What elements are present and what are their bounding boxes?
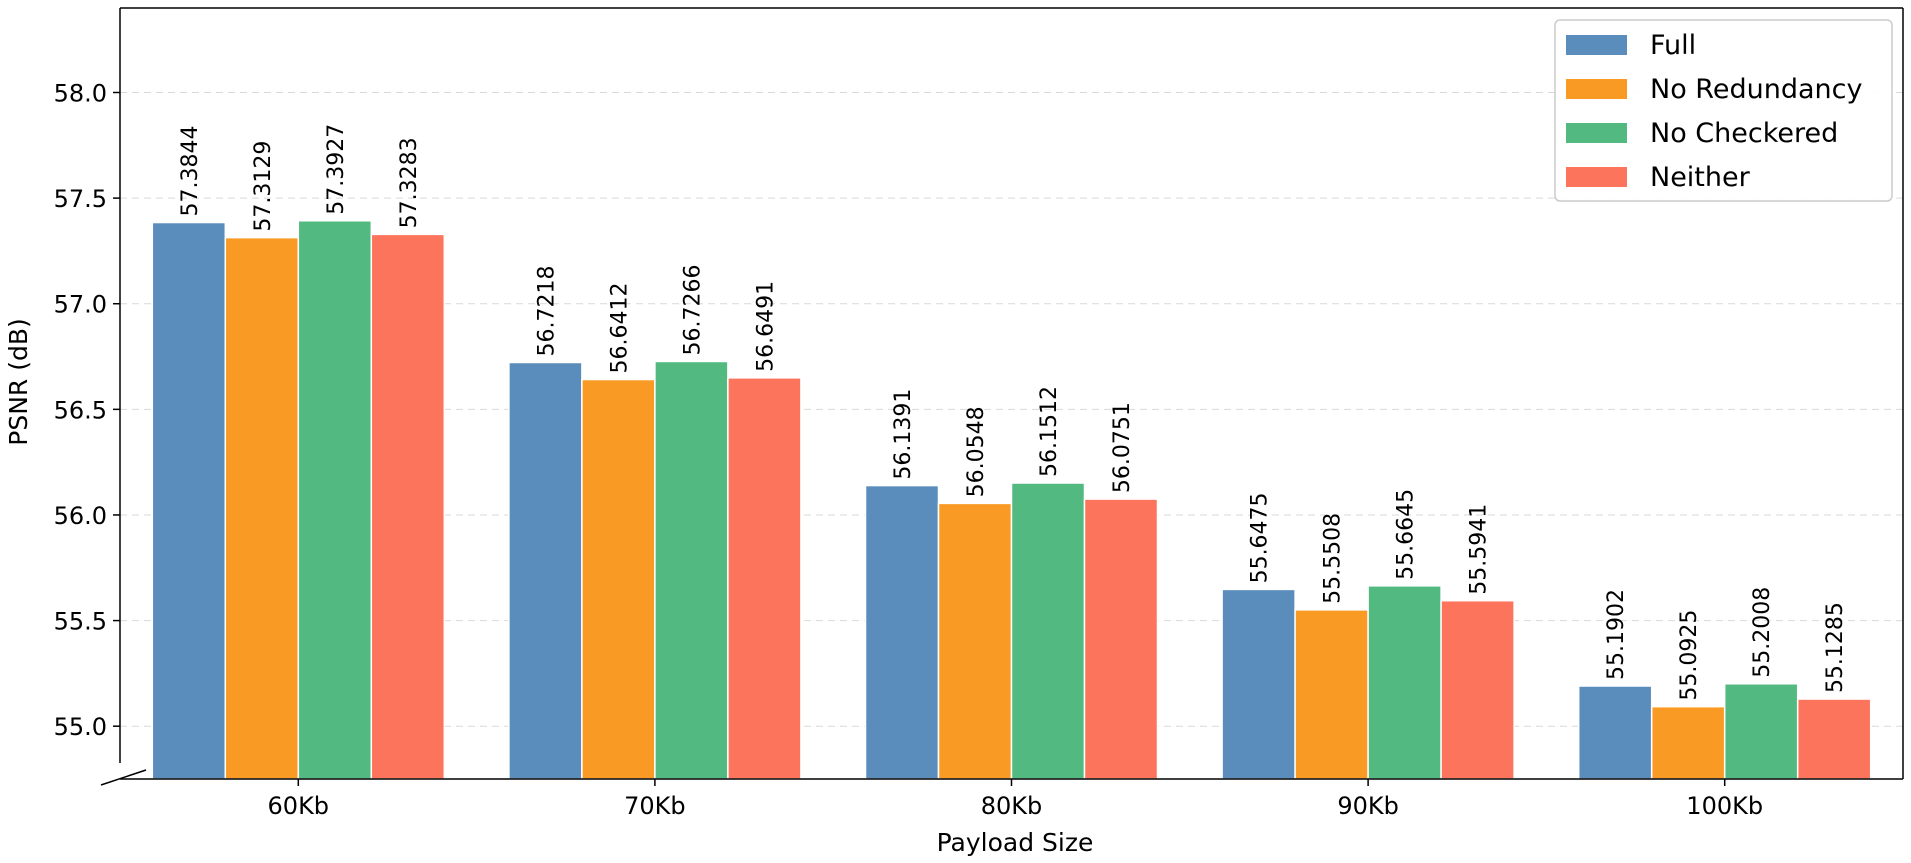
bar [1723, 683, 1799, 780]
legend-box [1554, 19, 1893, 202]
bar [1440, 599, 1515, 780]
legend-swatch [1566, 167, 1627, 187]
bar-value-label: 55.1285 [1823, 602, 1848, 693]
bar-value-label: 55.1902 [1604, 589, 1629, 680]
bar-value-label: 57.3844 [178, 126, 203, 217]
bar [151, 221, 227, 780]
bar-value-label: 56.7218 [534, 266, 559, 357]
legend-swatch [1566, 35, 1627, 55]
bar-value-label: 56.6412 [607, 283, 632, 374]
legend-label: Neither [1650, 162, 1751, 193]
x-axis-title: Payload Size [937, 828, 1094, 857]
bar-value-label: 56.6491 [753, 281, 778, 372]
bar [1221, 588, 1296, 780]
y-tick-label: 55.0 [54, 713, 107, 741]
y-tick-label: 57.5 [54, 185, 107, 213]
y-axis-title: PSNR (dB) [4, 318, 33, 446]
y-tick-label: 56.5 [54, 396, 107, 424]
bar [1650, 705, 1726, 780]
bar [1294, 609, 1369, 780]
bar-value-label: 56.0751 [1110, 402, 1135, 493]
x-tick-label: 60Kb [268, 792, 330, 820]
legend-label: No Redundancy [1650, 74, 1862, 105]
bar-value-label: 55.6645 [1394, 489, 1419, 580]
bar-value-label: 56.7266 [680, 264, 705, 355]
data-labels: 57.3844 57.3129 57.3927 57.3283 56.7218 56.64… [178, 124, 1848, 701]
axis-break-mark [100, 769, 147, 786]
y-tick-label: 57.0 [54, 291, 107, 319]
bar [1010, 482, 1086, 780]
bar [508, 361, 583, 780]
x-tick-label: 100Kb [1686, 792, 1763, 820]
bar-value-label: 57.3927 [324, 124, 349, 215]
bar [1577, 685, 1653, 780]
bar-value-label: 55.5941 [1467, 504, 1492, 595]
bar-value-label: 56.0548 [964, 406, 989, 497]
bar [864, 484, 940, 780]
bar [1367, 585, 1442, 780]
bar-value-label: 56.1391 [891, 389, 916, 480]
legend-label: Full [1650, 30, 1696, 61]
y-tick-label: 56.0 [54, 502, 107, 530]
bar [654, 360, 729, 780]
x-tick-label: 80Kb [981, 792, 1043, 820]
legend-label: No Checkered [1650, 118, 1838, 149]
bar [1796, 698, 1872, 780]
bar-value-label: 55.5508 [1321, 513, 1346, 604]
bar [297, 220, 373, 780]
y-tick-label: 58.0 [54, 79, 107, 107]
axes [100, 7, 1904, 786]
bar-value-label: 57.3129 [251, 141, 276, 232]
bars [151, 220, 1872, 780]
x-tick-label: 90Kb [1337, 792, 1399, 820]
x-tick-label: 70Kb [624, 792, 686, 820]
legend-swatch [1566, 123, 1627, 143]
bar [727, 377, 802, 780]
legend-swatch [1566, 79, 1627, 99]
y-tick-labels: 55.0 55.5 56.0 56.5 57.0 57.5 58.0 [54, 79, 107, 741]
bar [937, 502, 1013, 780]
x-tick-labels: 60Kb 70Kb 80Kb 90Kb 100Kb [268, 792, 1764, 820]
bar [370, 233, 446, 780]
bar [1083, 498, 1159, 780]
bar-value-label: 55.6475 [1248, 492, 1273, 583]
bar [224, 236, 300, 780]
y-tick-label: 55.5 [54, 608, 107, 636]
bar-value-label: 55.2008 [1750, 587, 1775, 678]
legend: Full No Redundancy No Checkered Neither [1554, 19, 1893, 202]
bar-value-label: 56.1512 [1037, 386, 1062, 477]
bar-value-label: 55.0925 [1677, 610, 1702, 701]
bar [581, 378, 656, 780]
bar-value-label: 57.3283 [397, 137, 422, 228]
